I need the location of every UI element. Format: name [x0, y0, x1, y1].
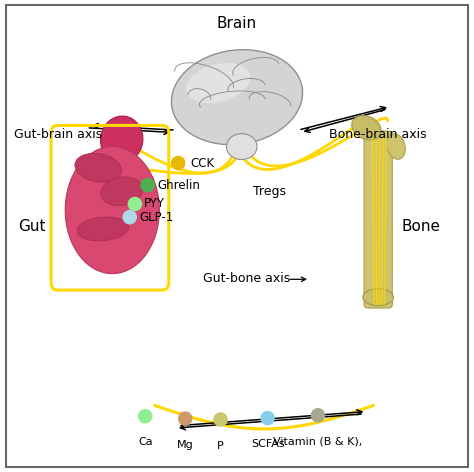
Text: GLP-1: GLP-1 [139, 211, 173, 224]
Ellipse shape [65, 147, 159, 274]
Ellipse shape [387, 134, 405, 159]
Ellipse shape [100, 177, 143, 206]
Text: Ca: Ca [138, 438, 153, 447]
Point [126, 213, 134, 221]
Text: Vitamin (B & K),: Vitamin (B & K), [273, 437, 363, 447]
Ellipse shape [352, 116, 381, 140]
Point [141, 413, 149, 420]
Point [174, 159, 182, 167]
Text: Bone-brain axis: Bone-brain axis [329, 128, 427, 141]
Ellipse shape [100, 116, 143, 163]
Text: Mg: Mg [177, 440, 193, 450]
Ellipse shape [77, 217, 128, 241]
Point [182, 415, 189, 422]
Text: Tregs: Tregs [254, 185, 286, 198]
Point [264, 414, 272, 422]
Text: Brain: Brain [217, 17, 257, 31]
Point [144, 181, 151, 189]
Point [217, 416, 224, 423]
Ellipse shape [172, 50, 302, 144]
Text: P: P [217, 441, 224, 451]
Text: PYY: PYY [144, 197, 165, 211]
Ellipse shape [227, 134, 257, 160]
FancyBboxPatch shape [364, 131, 392, 308]
Point [131, 200, 139, 208]
Ellipse shape [363, 289, 393, 306]
Text: Gut-bone axis: Gut-bone axis [203, 272, 290, 285]
Text: Gut-brain axis: Gut-brain axis [14, 128, 102, 141]
Ellipse shape [186, 63, 250, 103]
Text: Gut: Gut [18, 219, 46, 234]
Text: Bone: Bone [401, 219, 440, 234]
Text: SCFAs: SCFAs [251, 439, 284, 449]
Point [314, 412, 322, 419]
Text: Ghrelin: Ghrelin [157, 179, 200, 192]
Ellipse shape [75, 153, 121, 182]
Text: CCK: CCK [190, 157, 214, 169]
